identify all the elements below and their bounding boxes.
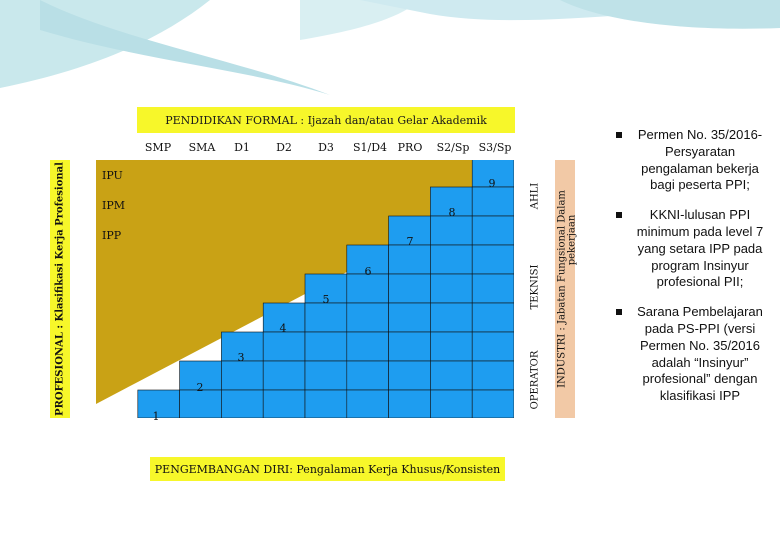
education-header-title: PENDIDIKAN FORMAL : Ijazah dan/atau Gela…	[165, 113, 487, 127]
grid-cell	[471, 215, 514, 246]
grid-cell	[471, 302, 514, 333]
grid-cell	[430, 244, 473, 275]
category-column: AHLI TEKNISI OPERATOR	[520, 160, 550, 418]
grid-cell	[388, 215, 431, 246]
grid-cell	[304, 389, 348, 418]
bullet-square-icon	[616, 212, 622, 219]
grid-cell	[304, 273, 348, 304]
level-9: 9	[488, 177, 496, 190]
category-operator-label: OPERATOR	[529, 350, 541, 410]
level-8: 8	[448, 206, 456, 219]
category-teknisi: TEKNISI	[520, 232, 550, 342]
note-item: Sarana Pembelajaran pada PS-PPI (versi P…	[612, 304, 772, 405]
grid-cell	[388, 331, 431, 362]
grid-cell	[430, 389, 473, 418]
grid-cell	[388, 244, 431, 275]
category-operator: OPERATOR	[520, 342, 550, 418]
grid-cell	[430, 215, 473, 246]
category-teknisi-label: TEKNISI	[529, 264, 541, 310]
grid-cell	[471, 360, 514, 391]
grid-cell	[388, 273, 431, 304]
edu-level-d3: D3	[318, 141, 334, 154]
industry-axis: INDUSTRI : Jabatan Fungsional Dalam peke…	[555, 160, 578, 418]
notes-list: Permen No. 35/2016- Persyaratan pengalam…	[612, 127, 772, 418]
education-header: PENDIDIKAN FORMAL : Ijazah dan/atau Gela…	[137, 107, 515, 133]
grid-cell	[471, 389, 514, 418]
note-text: Permen No. 35/2016- Persyaratan pengalam…	[637, 127, 763, 193]
grid-cell	[430, 273, 473, 304]
grid-cell	[388, 389, 431, 418]
edu-level-sma: SMA	[188, 141, 216, 154]
row-label-ipu: IPU	[102, 169, 123, 182]
grid-cell	[471, 331, 514, 362]
grid-cell	[388, 302, 431, 333]
note-item: KKNI-lulusan PPI minimum pada level 7 ya…	[612, 207, 772, 291]
education-levels: SMP SMA D1 D2 D3 S1/D4 PRO S2/Sp S3/Sp	[137, 137, 515, 159]
edu-level-s1-d4: S1/D4	[352, 141, 388, 154]
grid-cell	[346, 331, 389, 362]
grid-cell	[430, 302, 473, 333]
level-2: 2	[196, 381, 204, 394]
grid-cell	[137, 389, 180, 418]
grid-cell	[221, 360, 264, 391]
grid-cell	[304, 331, 348, 362]
edu-level-d2: D2	[276, 141, 292, 154]
grid-cell	[471, 244, 514, 275]
grid-cell	[388, 360, 431, 391]
category-ahli-label: AHLI	[529, 182, 541, 210]
edu-level-pro: PRO	[397, 141, 423, 154]
grid-cell	[179, 360, 222, 391]
grid-cell	[346, 389, 389, 418]
grid-cell	[346, 273, 389, 304]
edu-level-smp: SMP	[144, 141, 172, 154]
category-ahli: AHLI	[520, 160, 550, 232]
level-1: 1	[152, 410, 160, 423]
row-label-ipp: IPP	[102, 229, 122, 242]
grid-cell	[221, 331, 264, 362]
level-4: 4	[279, 322, 287, 335]
grid-cell	[304, 302, 348, 333]
row-label-ipm: IPM	[102, 199, 126, 212]
grid-cell	[346, 244, 389, 275]
self-development-footer: PENGEMBANGAN DIRI: Pengalaman Kerja Khus…	[150, 457, 505, 481]
grid-cell	[179, 389, 222, 418]
grid-cell	[430, 331, 473, 362]
industry-axis-label-line2: pekerjaan	[566, 214, 578, 266]
edu-level-s2-sp: S2/Sp	[436, 141, 470, 154]
grid-cell	[346, 360, 389, 391]
grid-cell	[304, 360, 348, 391]
self-development-footer-title: PENGEMBANGAN DIRI: Pengalaman Kerja Khus…	[154, 462, 501, 476]
grid-cell	[221, 389, 264, 418]
level-7: 7	[406, 235, 414, 248]
grid-cell	[471, 273, 514, 304]
professional-axis: PROFESIONAL : Klasifikasi Kerja Profesio…	[50, 160, 70, 418]
edu-level-d1: D1	[234, 141, 250, 154]
grid-cell	[262, 389, 306, 418]
note-text: Sarana Pembelajaran pada PS-PPI (versi P…	[637, 304, 763, 404]
grid-cell	[471, 186, 514, 217]
level-3: 3	[237, 351, 245, 364]
grid-cell	[430, 186, 473, 217]
note-text: KKNI-lulusan PPI minimum pada level 7 ya…	[636, 207, 764, 290]
grid-cell	[262, 331, 306, 362]
note-item: Permen No. 35/2016- Persyaratan pengalam…	[612, 127, 772, 194]
grid-cell	[430, 360, 473, 391]
edu-level-s3-sp: S3/Sp	[478, 141, 512, 154]
level-5: 5	[322, 293, 330, 306]
staircase-cells	[96, 160, 514, 418]
grid-cell	[346, 302, 389, 333]
bullet-square-icon	[616, 132, 622, 138]
grid-cell	[262, 360, 306, 391]
qualification-grid: IPU IPM IPP 1 2 3 4 5 6 7 8 9	[96, 160, 514, 423]
bullet-square-icon	[616, 309, 622, 316]
level-6: 6	[364, 265, 372, 278]
professional-axis-label: PROFESIONAL : Klasifikasi Kerja Profesio…	[54, 162, 66, 416]
